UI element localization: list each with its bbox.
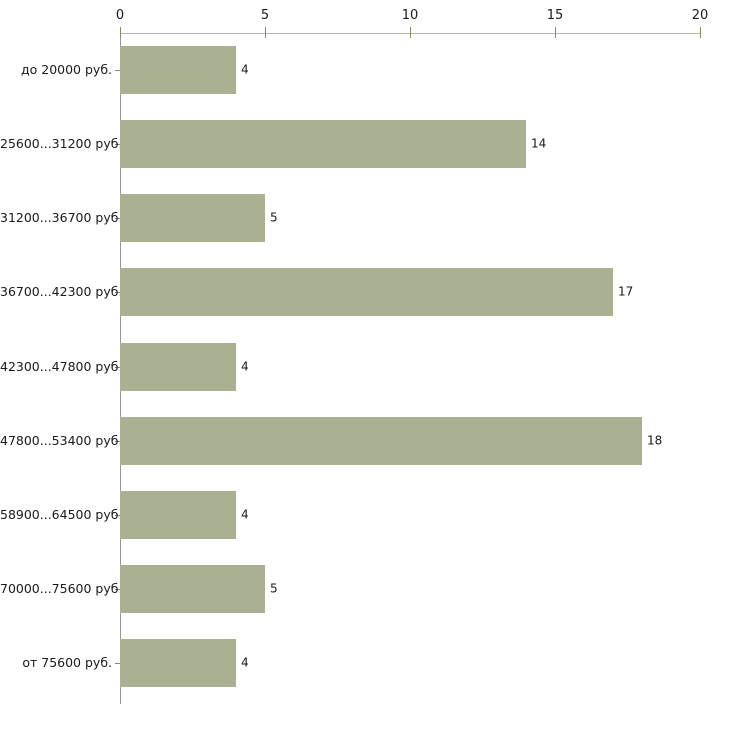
bar — [120, 490, 236, 539]
x-tick-mark — [700, 27, 701, 38]
y-tick-mark — [115, 292, 121, 293]
x-tick-mark — [410, 27, 411, 38]
bar-value-label: 4 — [241, 507, 249, 522]
bar — [120, 342, 236, 391]
y-tick-mark — [115, 441, 121, 442]
y-tick-mark — [115, 218, 121, 219]
bar-value-label: 14 — [531, 136, 547, 151]
x-tick-label: 0 — [115, 8, 125, 23]
y-tick-mark — [115, 515, 121, 516]
bar — [120, 564, 265, 613]
x-tick-mark — [265, 27, 266, 38]
x-tick-label: 5 — [260, 8, 270, 23]
x-tick-label: 15 — [546, 8, 564, 23]
x-tick-label: 10 — [401, 8, 419, 23]
bar — [120, 120, 526, 169]
y-tick-mark — [115, 589, 121, 590]
x-tick-mark — [120, 27, 121, 38]
y-tick-mark — [115, 70, 121, 71]
x-tick-mark — [555, 27, 556, 38]
y-tick-mark — [115, 367, 121, 368]
bar — [120, 268, 613, 317]
bar-value-label: 5 — [270, 210, 278, 225]
category-label: 31200...36700 руб. — [0, 210, 123, 226]
category-label: 36700...42300 руб. — [0, 284, 123, 300]
bar-value-label: 4 — [241, 655, 249, 670]
category-label: 25600...31200 руб. — [0, 136, 123, 152]
category-label: 58900...64500 руб. — [0, 506, 123, 522]
y-tick-mark — [115, 663, 121, 664]
bar — [120, 46, 236, 95]
category-label: 47800...53400 руб. — [0, 432, 123, 448]
bar-value-label: 4 — [241, 62, 249, 77]
bar-value-label: 17 — [618, 284, 634, 299]
bar-value-label: 4 — [241, 359, 249, 373]
bar — [120, 194, 265, 243]
bar — [120, 416, 642, 465]
bar — [120, 638, 236, 687]
category-label: 42300...47800 руб. — [0, 358, 123, 374]
y-tick-mark — [115, 144, 121, 145]
category-label: 70000...75600 руб. — [0, 580, 123, 596]
bar-value-label: 5 — [270, 581, 278, 596]
category-label: до 20000 руб. — [20, 62, 112, 78]
x-tick-label: 20 — [691, 8, 709, 23]
bar-value-label: 18 — [647, 433, 663, 448]
category-label: от 75600 руб. — [22, 654, 112, 670]
